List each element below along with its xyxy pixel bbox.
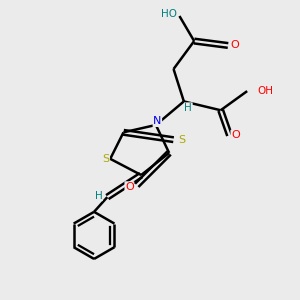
Text: O: O xyxy=(230,40,239,50)
Text: H: H xyxy=(184,103,192,113)
Text: O: O xyxy=(125,182,134,192)
Text: S: S xyxy=(102,154,110,164)
Text: OH: OH xyxy=(257,86,274,96)
Text: O: O xyxy=(231,130,240,140)
Text: HO: HO xyxy=(161,9,177,19)
Text: H: H xyxy=(94,190,102,201)
Text: N: N xyxy=(153,116,161,126)
Text: S: S xyxy=(178,135,185,145)
